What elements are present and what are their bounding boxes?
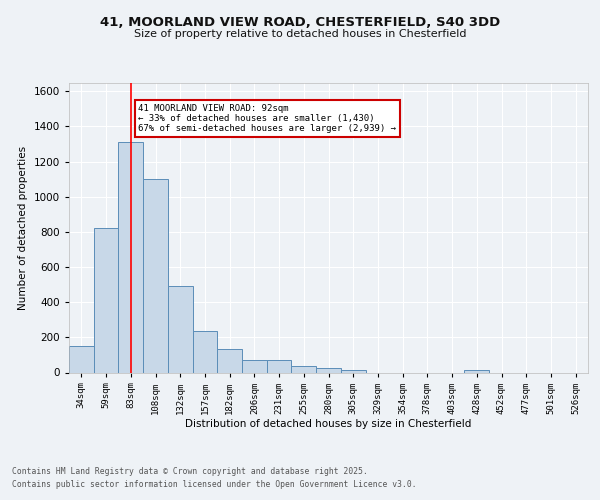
Bar [316, 368, 341, 372]
Y-axis label: Number of detached properties: Number of detached properties [18, 146, 28, 310]
Bar [464, 370, 489, 372]
Bar [193, 331, 217, 372]
Text: 41 MOORLAND VIEW ROAD: 92sqm
← 33% of detached houses are smaller (1,430)
67% of: 41 MOORLAND VIEW ROAD: 92sqm ← 33% of de… [138, 104, 396, 134]
Text: 41, MOORLAND VIEW ROAD, CHESTERFIELD, S40 3DD: 41, MOORLAND VIEW ROAD, CHESTERFIELD, S4… [100, 16, 500, 29]
Text: Contains HM Land Registry data © Crown copyright and database right 2025.: Contains HM Land Registry data © Crown c… [12, 467, 368, 476]
Bar [242, 360, 267, 372]
Bar [292, 366, 316, 372]
Bar [143, 179, 168, 372]
Bar [168, 286, 193, 372]
Text: Size of property relative to detached houses in Chesterfield: Size of property relative to detached ho… [134, 29, 466, 39]
Bar [267, 360, 292, 372]
Bar [217, 349, 242, 372]
X-axis label: Distribution of detached houses by size in Chesterfield: Distribution of detached houses by size … [185, 420, 472, 430]
Text: Contains public sector information licensed under the Open Government Licence v3: Contains public sector information licen… [12, 480, 416, 489]
Bar [94, 228, 118, 372]
Bar [118, 142, 143, 372]
Bar [69, 346, 94, 372]
Bar [341, 370, 365, 372]
